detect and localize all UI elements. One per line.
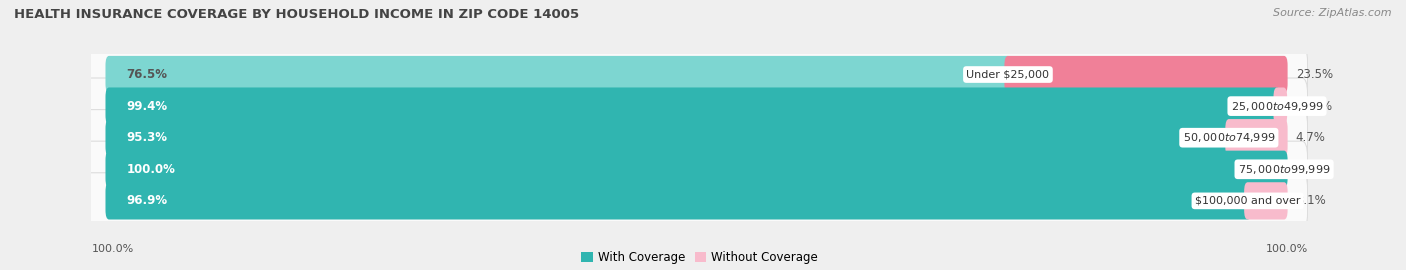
FancyBboxPatch shape [1004, 56, 1288, 93]
FancyBboxPatch shape [86, 78, 1308, 134]
FancyBboxPatch shape [86, 141, 1308, 197]
FancyBboxPatch shape [105, 56, 1011, 93]
Text: 76.5%: 76.5% [127, 68, 167, 81]
Text: 100.0%: 100.0% [91, 244, 134, 254]
Text: 100.0%: 100.0% [1265, 244, 1308, 254]
Text: 4.7%: 4.7% [1296, 131, 1326, 144]
Text: $50,000 to $74,999: $50,000 to $74,999 [1182, 131, 1275, 144]
FancyBboxPatch shape [1274, 87, 1286, 125]
FancyBboxPatch shape [86, 110, 1308, 166]
FancyBboxPatch shape [86, 173, 1308, 229]
FancyBboxPatch shape [86, 46, 1308, 103]
Text: 0.0%: 0.0% [1296, 163, 1326, 176]
FancyBboxPatch shape [1225, 119, 1288, 156]
Text: Source: ZipAtlas.com: Source: ZipAtlas.com [1274, 8, 1392, 18]
Text: 96.9%: 96.9% [127, 194, 167, 207]
FancyBboxPatch shape [105, 182, 1251, 220]
FancyBboxPatch shape [105, 87, 1281, 125]
Text: 95.3%: 95.3% [127, 131, 167, 144]
Text: 23.5%: 23.5% [1296, 68, 1333, 81]
Text: HEALTH INSURANCE COVERAGE BY HOUSEHOLD INCOME IN ZIP CODE 14005: HEALTH INSURANCE COVERAGE BY HOUSEHOLD I… [14, 8, 579, 21]
Legend: With Coverage, Without Coverage: With Coverage, Without Coverage [576, 247, 823, 269]
Text: 0.56%: 0.56% [1295, 100, 1333, 113]
Text: $100,000 and over: $100,000 and over [1195, 196, 1301, 206]
FancyBboxPatch shape [1244, 182, 1288, 220]
Text: $25,000 to $49,999: $25,000 to $49,999 [1230, 100, 1323, 113]
Text: 100.0%: 100.0% [127, 163, 176, 176]
FancyBboxPatch shape [105, 119, 1233, 156]
Text: Under $25,000: Under $25,000 [966, 70, 1049, 80]
Text: $75,000 to $99,999: $75,000 to $99,999 [1237, 163, 1330, 176]
FancyBboxPatch shape [105, 151, 1288, 188]
Text: 3.1%: 3.1% [1296, 194, 1326, 207]
Text: 99.4%: 99.4% [127, 100, 167, 113]
